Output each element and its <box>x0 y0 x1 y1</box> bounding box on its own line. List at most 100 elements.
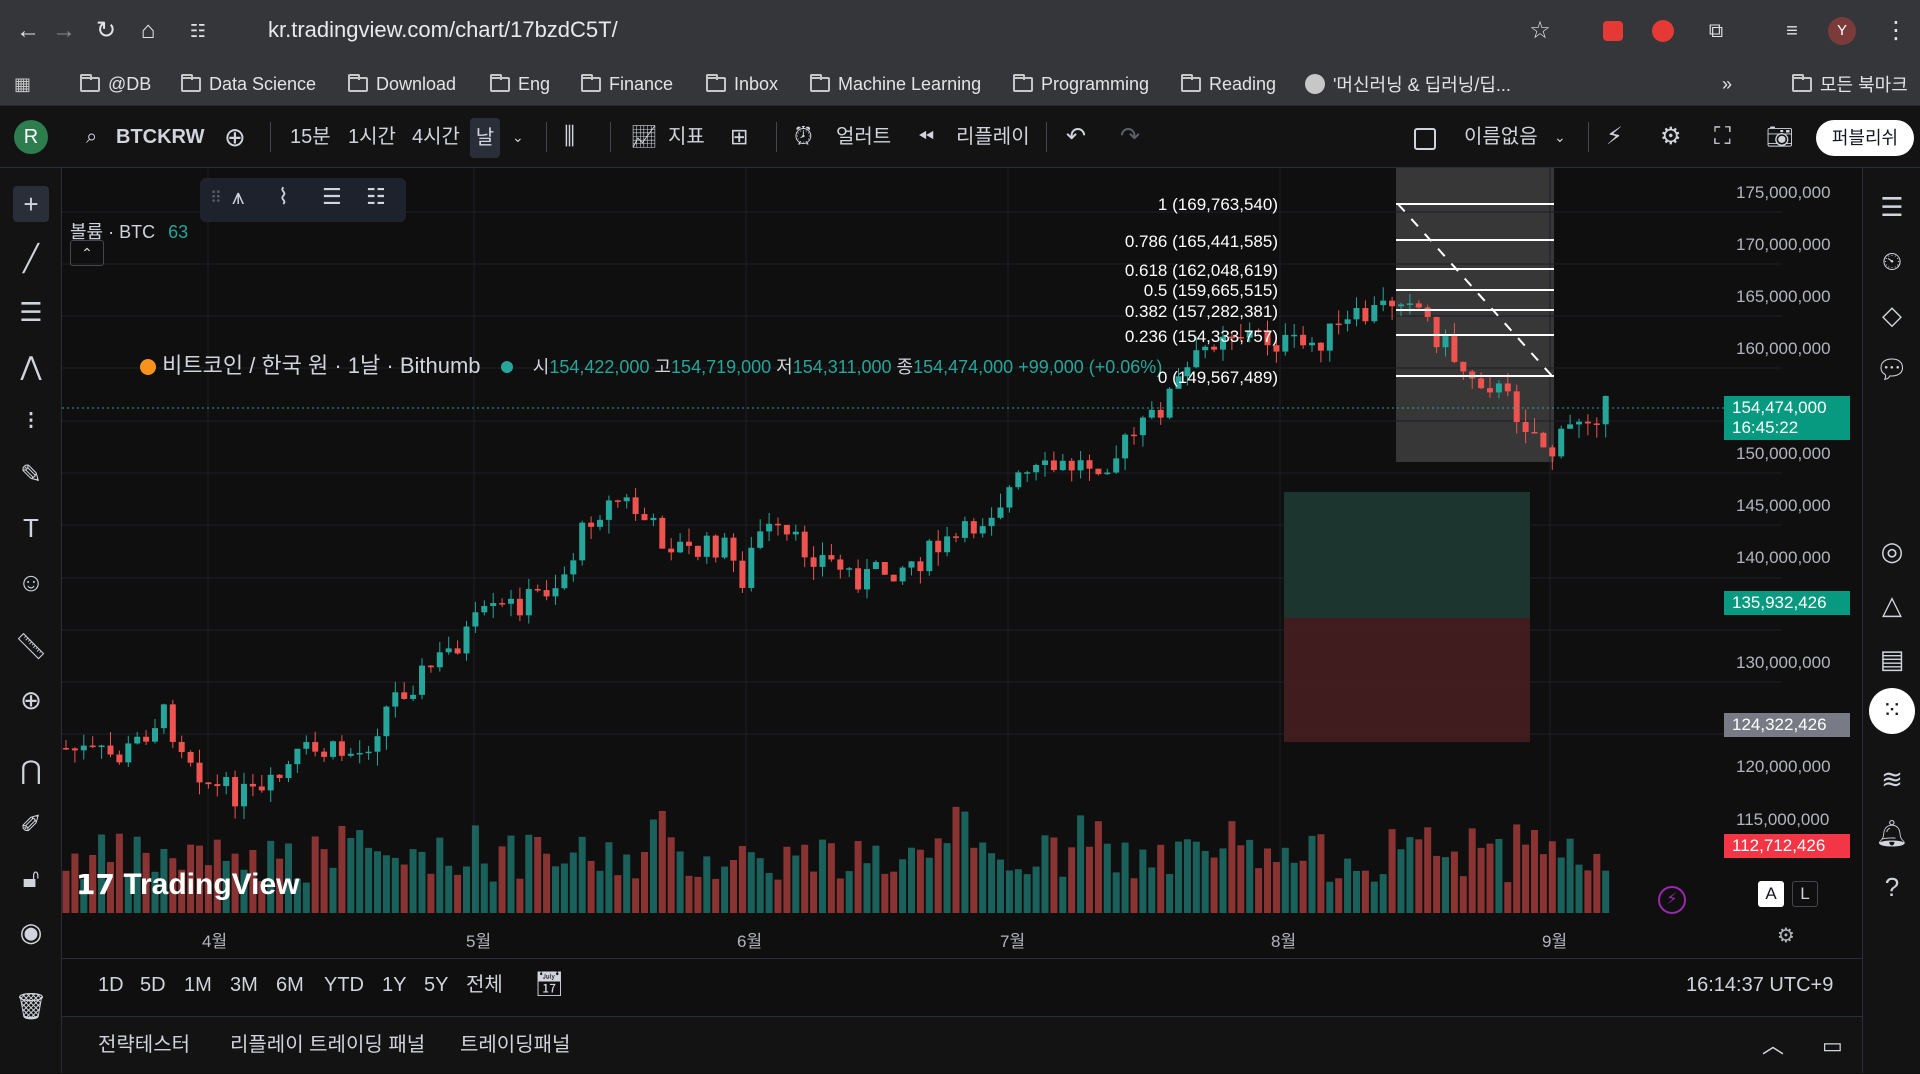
layers-icon[interactable]: ◇ <box>1882 300 1902 330</box>
auto-scale-button[interactable]: A <box>1758 881 1784 907</box>
bookmarks-overflow-icon[interactable]: » <box>1722 73 1733 94</box>
range-1m[interactable]: 1M <box>184 974 212 996</box>
zoom-in-icon[interactable]: ⊕ <box>20 685 42 715</box>
lock-drawing-icon[interactable]: ✐ <box>20 809 42 839</box>
tab-trading-panel[interactable]: 트레이딩패널 <box>460 1034 571 1056</box>
templates-icon[interactable]: ⊞ <box>730 124 749 149</box>
fib-tool-icon[interactable]: ☰ <box>322 184 342 209</box>
ruler-icon[interactable]: 📏︎ <box>14 631 48 661</box>
maximize-panel-icon[interactable]: ▭ <box>1822 1033 1843 1058</box>
reload-icon[interactable]: ↻ <box>95 17 117 44</box>
log-scale-button[interactable]: L <box>1792 881 1818 907</box>
interval-1d-active[interactable]: 날 <box>470 118 500 158</box>
chevron-down-icon[interactable]: ⌄ <box>1554 129 1566 145</box>
fullscreen-icon[interactable]: ⛶ <box>1714 123 1731 150</box>
long-position-profit-zone[interactable] <box>1284 492 1530 618</box>
eye-icon[interactable]: ◉ <box>19 917 43 947</box>
layout-square-icon[interactable] <box>1414 128 1436 150</box>
user-avatar[interactable]: R <box>14 120 48 154</box>
tab-strategy-tester[interactable]: 전략테스터 <box>98 1034 190 1056</box>
drag-handle-icon[interactable]: ⠿ <box>210 190 222 207</box>
publish-button[interactable]: 퍼블리쉬 <box>1816 120 1914 156</box>
chat-icon[interactable]: 💬︎ <box>1875 354 1909 384</box>
replay-icon[interactable]: ⏪︎ <box>918 126 934 148</box>
indicators-button[interactable]: 지표 <box>668 126 705 148</box>
market-status-icon[interactable] <box>500 361 513 374</box>
bookmark-item[interactable]: Machine Learning <box>810 72 981 96</box>
chart-pane[interactable]: 비트코인 / 한국 원 · 1날 · Bithumb 시154,422,000 … <box>62 168 1862 958</box>
bookmark-item[interactable]: Programming <box>1013 72 1149 96</box>
crosshair-icon[interactable]: + <box>13 186 49 222</box>
elliott-wave-icon[interactable]: ⌇ <box>278 184 289 209</box>
target-icon[interactable]: ◎ <box>1880 536 1904 566</box>
collapse-legend-button[interactable]: ⌃ <box>70 240 104 266</box>
alert-button[interactable]: 얼러트 <box>836 126 892 148</box>
fib-retracement-icon[interactable]: ☰ <box>19 297 43 327</box>
streams-icon[interactable]: ≋ <box>1881 764 1903 794</box>
apps-grid-icon[interactable]: ▦ <box>14 74 32 94</box>
extension-icon[interactable] <box>1652 20 1674 42</box>
range-all[interactable]: 전체 <box>466 974 503 996</box>
site-info-icon[interactable]: ☷ <box>189 21 207 41</box>
all-bookmarks[interactable]: 모든 북마크 <box>1792 72 1908 96</box>
calendar-icon[interactable]: ▤ <box>1879 644 1905 674</box>
alerts-clock-icon[interactable]: ⏲︎ <box>1881 246 1903 276</box>
chevron-up-icon[interactable]: ︿ <box>1762 1033 1785 1058</box>
search-icon[interactable]: ⌕ <box>86 126 98 148</box>
symbol-search[interactable]: BTCKRW <box>116 126 205 148</box>
notifications-bell-icon[interactable]: 🔔︎ <box>1875 818 1909 848</box>
bookmark-item[interactable]: Reading <box>1181 72 1276 96</box>
indicators-icon[interactable]: 📈︎ <box>630 124 658 149</box>
interval-4h[interactable]: 4시간 <box>412 126 460 148</box>
range-5y[interactable]: 5Y <box>424 974 449 996</box>
extensions-puzzle-icon[interactable]: ⧉ <box>1708 20 1724 42</box>
alert-icon[interactable]: ⏰︎ <box>794 123 813 150</box>
candle-type-icon[interactable]: ⫼ <box>564 123 576 150</box>
back-icon[interactable]: ← <box>16 17 40 44</box>
forward-icon[interactable]: → <box>52 17 76 44</box>
chevron-down-icon[interactable]: ⌄ <box>512 129 524 145</box>
bookmark-item[interactable]: Inbox <box>706 72 778 96</box>
emoji-icon[interactable]: ☺ <box>17 567 45 597</box>
settings-gear-icon[interactable]: ⚙︎ <box>1660 123 1682 150</box>
pattern-tool-icon[interactable]: ⩚ <box>232 184 245 209</box>
lightning-icon[interactable]: ⚡︎ <box>1658 886 1686 914</box>
bookmark-item[interactable]: @DB <box>80 72 151 96</box>
menu-kebab-icon[interactable]: ⋮ <box>1884 17 1908 44</box>
extension-icon[interactable] <box>1603 21 1623 41</box>
redo-icon[interactable]: ↷ <box>1120 123 1141 150</box>
range-5d[interactable]: 5D <box>140 974 166 996</box>
range-1d[interactable]: 1D <box>98 974 124 996</box>
brush-icon[interactable]: ✎ <box>20 459 42 489</box>
undo-icon[interactable]: ↶ <box>1066 123 1087 150</box>
bookmark-item[interactable]: '머신러닝 & 딥러닝/딥... <box>1305 72 1511 96</box>
bookmark-item[interactable]: Eng <box>490 72 550 96</box>
watchlist-icon[interactable]: ☰ <box>1880 192 1904 222</box>
range-ytd[interactable]: YTD <box>324 974 364 996</box>
address-bar[interactable]: kr.tradingview.com/chart/17bzdC5T/ <box>268 17 618 42</box>
lock-icon[interactable]: 🔓︎ <box>22 863 40 893</box>
long-position-loss-zone[interactable] <box>1284 618 1530 742</box>
price-chart[interactable] <box>62 168 1862 958</box>
apps-dots-icon[interactable]: ⁙ <box>1869 688 1915 734</box>
tab-replay-trading[interactable]: 리플레이 트레이딩 패널 <box>230 1034 426 1056</box>
text-icon[interactable]: T <box>23 513 39 543</box>
bookmark-star-icon[interactable]: ☆ <box>1529 17 1551 44</box>
range-6m[interactable]: 6M <box>276 974 304 996</box>
patterns-icon[interactable]: ⋀ <box>20 351 42 381</box>
compare-symbol-icon[interactable]: ⊕ <box>224 122 246 152</box>
ideas-icon[interactable]: △ <box>1882 590 1902 620</box>
replay-button[interactable]: 리플레이 <box>956 126 1030 148</box>
time-axis-settings-icon[interactable]: ⚙︎ <box>1777 925 1795 947</box>
bookmark-item[interactable]: Data Science <box>181 72 316 96</box>
layout-name[interactable]: 이름없음 <box>1464 126 1538 148</box>
home-icon[interactable]: ⌂ <box>140 17 156 44</box>
symbol-title[interactable]: 비트코인 / 한국 원 · 1날 · Bithumb <box>162 353 481 378</box>
range-3m[interactable]: 3M <box>230 974 258 996</box>
prediction-icon[interactable]: ⁝ <box>26 405 36 435</box>
trash-icon[interactable]: 🗑︎ <box>14 991 48 1021</box>
fib-settings-icon[interactable]: ☷ <box>366 184 386 209</box>
help-icon[interactable]: ? <box>1884 872 1900 902</box>
interval-15m[interactable]: 15분 <box>290 126 331 148</box>
interval-1h[interactable]: 1시간 <box>348 126 396 148</box>
